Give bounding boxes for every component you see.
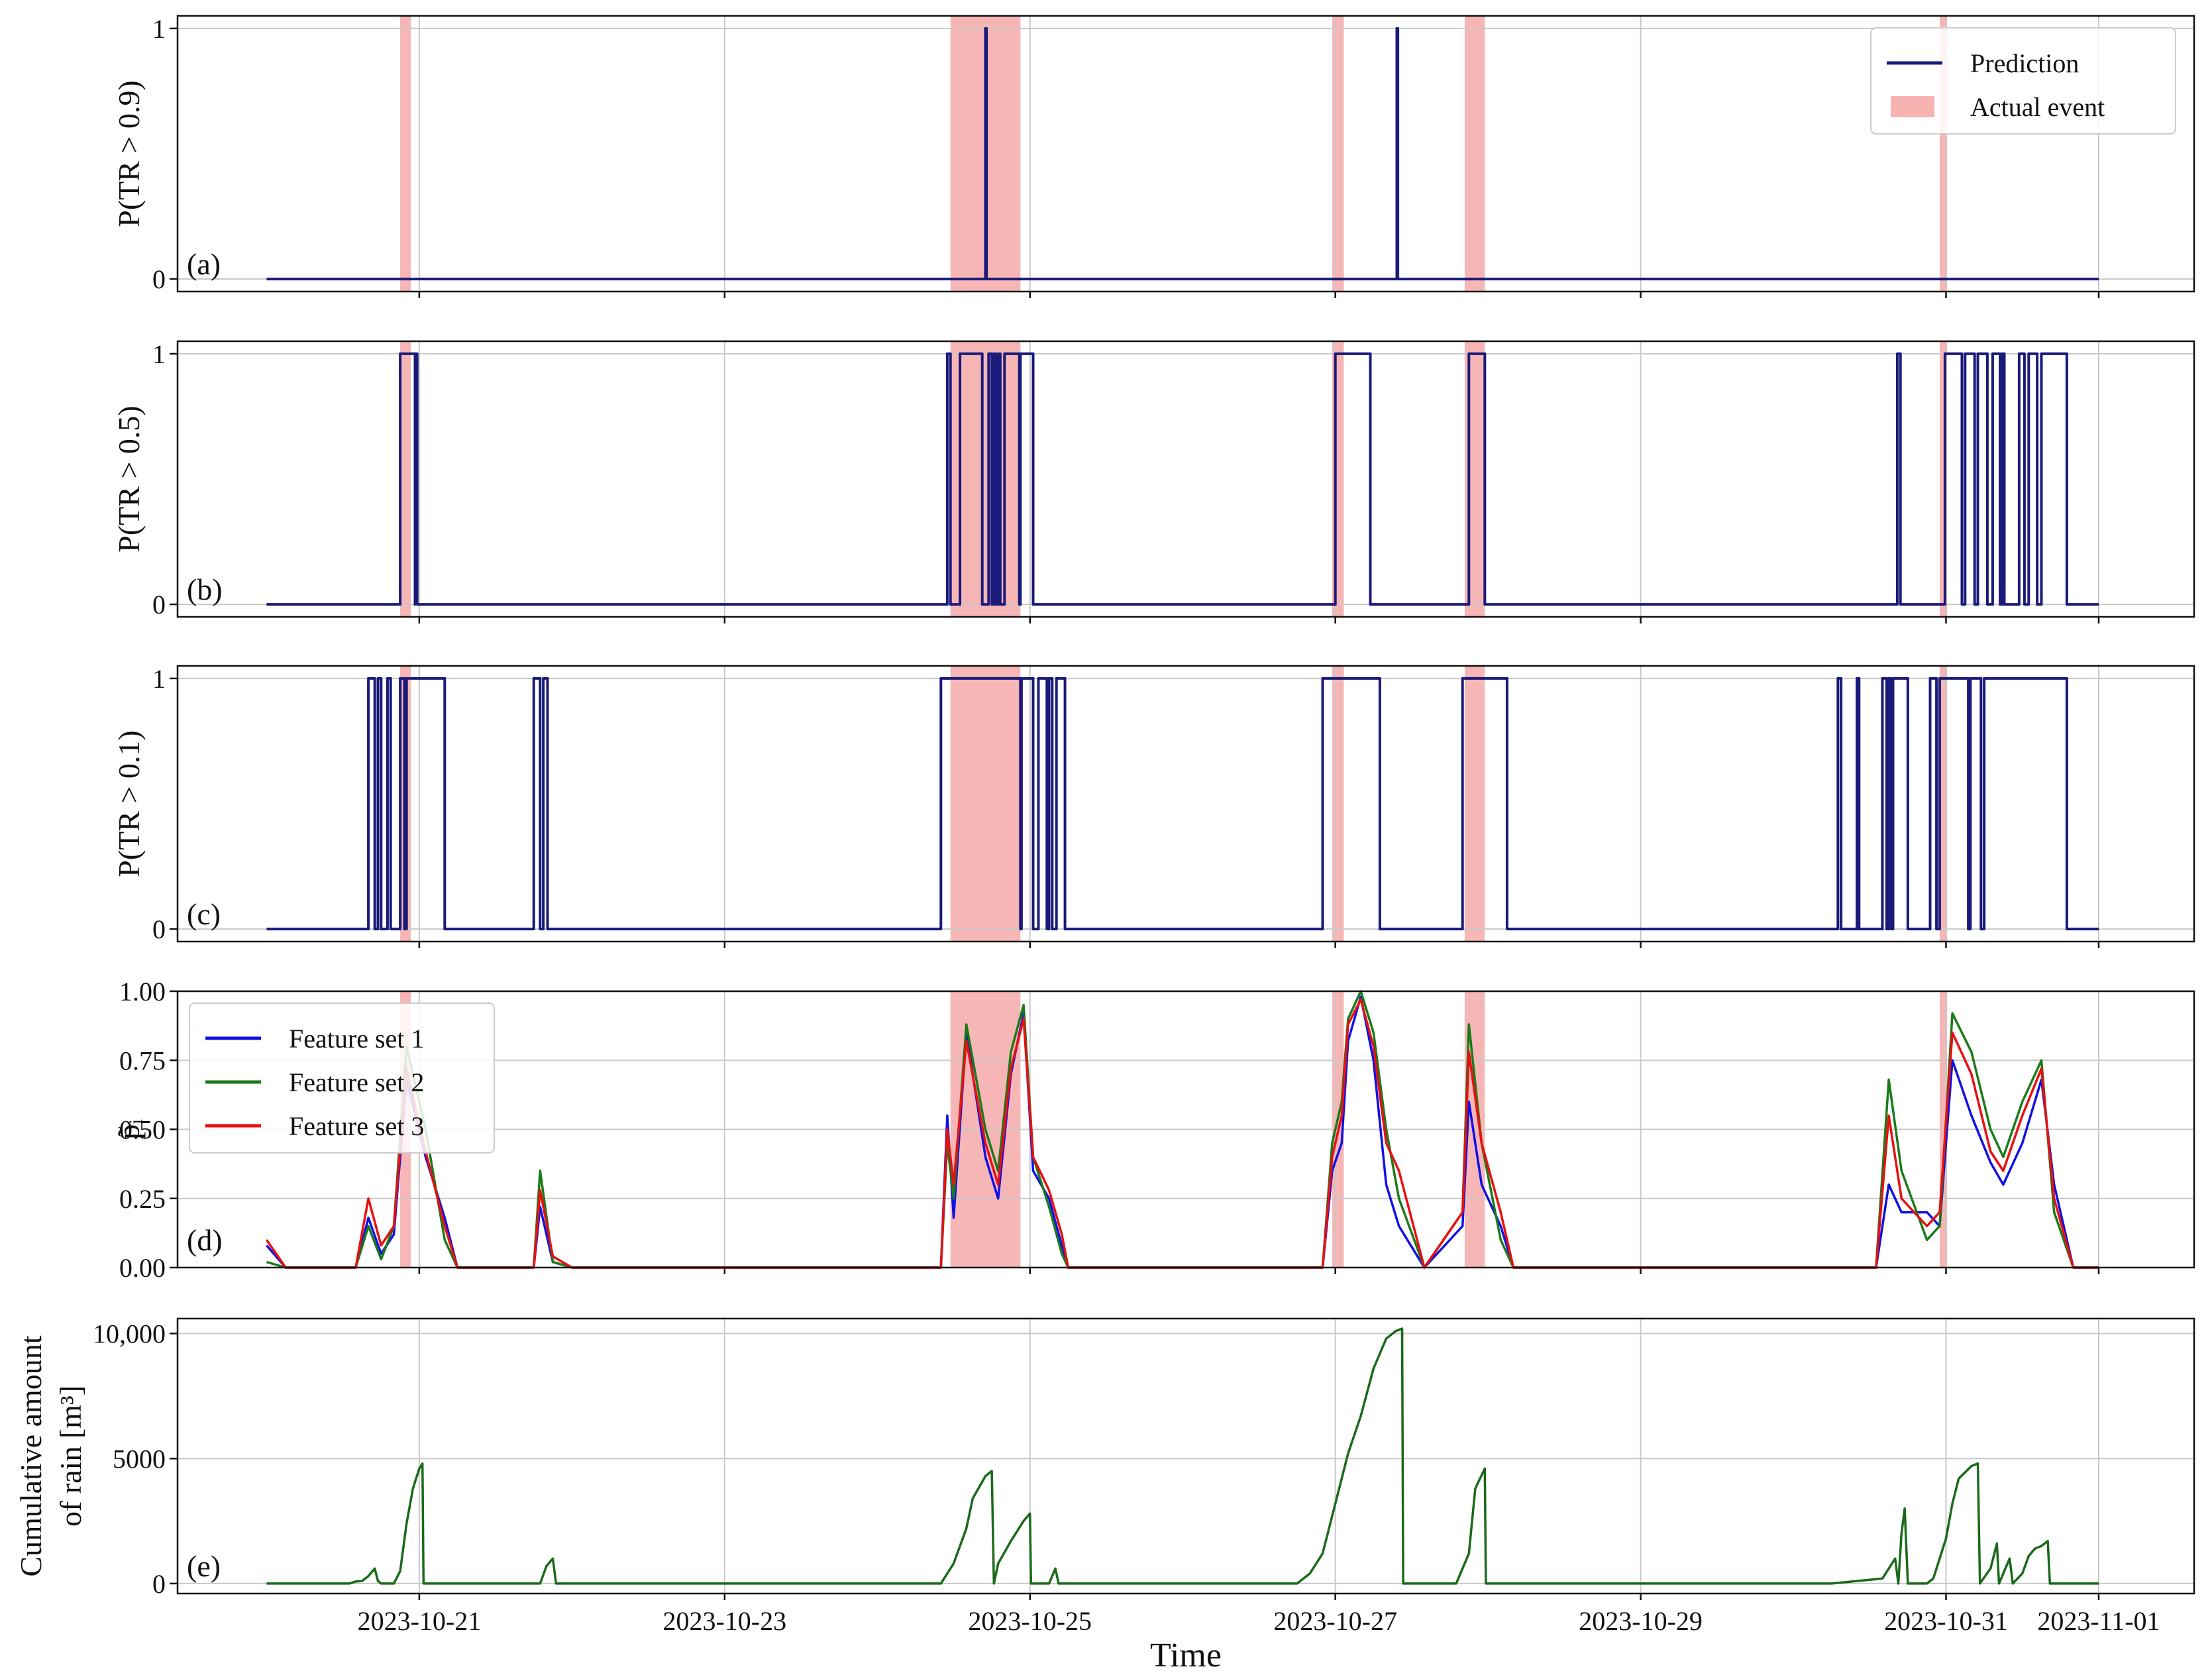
panel-d-ylabel: p̃ᵢ — [112, 1119, 146, 1140]
panel-e-letter: (e) — [187, 1549, 221, 1583]
panel-a-ylabel: P(TR > 0.9) — [112, 80, 146, 227]
panel-a-letter: (a) — [187, 247, 221, 281]
panel-d-series-line-1 — [266, 995, 2099, 1269]
panel-c-event-band — [1939, 666, 1948, 942]
panel-d-ytick-label: 0.75 — [119, 1046, 166, 1075]
panel-c-event-band — [1464, 666, 1485, 942]
panel-b-ylabel: P(TR > 0.5) — [112, 406, 146, 552]
panel-b-series-line-1 — [266, 352, 2099, 606]
panel-c-ytick-label: 1 — [152, 664, 166, 694]
panel-b-event-band — [1939, 341, 1948, 617]
panel-a-event-band — [1939, 16, 1948, 292]
panel-a-event-band — [400, 16, 411, 292]
series-layer — [265, 27, 2099, 1585]
panel-d-legend-label: Feature set 2 — [289, 1067, 424, 1097]
panel-b-letter: (b) — [187, 572, 223, 606]
panel-a-ytick-label: 0 — [152, 264, 166, 294]
panel-e-xtick-label: 2023-10-23 — [662, 1606, 786, 1636]
panel-c-ylabel: P(TR > 0.1) — [112, 730, 146, 877]
event-bands-layer — [400, 16, 1948, 1268]
panel-a-legend-label: Prediction — [1970, 48, 2079, 78]
panel-e-series-line-1 — [266, 1327, 2099, 1585]
panel-b-event-band — [1332, 341, 1344, 617]
panel-d-series-line-3 — [265, 998, 2099, 1269]
panel-b-ytick-label: 1 — [152, 339, 166, 369]
panel-e-ylabel-line-1: Cumulative amount — [14, 1335, 48, 1576]
panel-d-ytick-label: 0.50 — [119, 1115, 166, 1145]
panel-b-event-band — [400, 341, 411, 617]
panel-a-series-line-1 — [266, 27, 2099, 281]
panel-d-legend-label: Feature set 1 — [289, 1024, 424, 1054]
panel-a-legend-box — [1870, 27, 2176, 135]
panel-c-series-line-1 — [266, 677, 2099, 931]
panel-a-frame — [176, 15, 2195, 293]
panel-e-frame — [176, 1317, 2195, 1595]
panel-d-legend-label: Feature set 3 — [289, 1111, 424, 1141]
panel-a-ytick-label: 1 — [152, 14, 166, 44]
panel-a-legend-swatch — [1891, 96, 1934, 117]
panel-e-ytick-label: 10,000 — [93, 1319, 166, 1349]
legend-layer: Prediction Actual event Feature set 1 Featu… — [189, 27, 2176, 1154]
panel-e-ytick-label: 0 — [152, 1569, 166, 1599]
panel-b-frame — [176, 340, 2195, 618]
panel-c-letter: (c) — [187, 897, 221, 931]
panel-d-letter: (d) — [187, 1223, 223, 1257]
panel-c-event-band — [1332, 666, 1344, 942]
panel-e-ylabel-line-2: of rain [m³] — [54, 1385, 87, 1527]
panel-e-xtick-label: 2023-11-01 — [2037, 1606, 2160, 1636]
panel-d-legend-box — [189, 1002, 495, 1154]
panel-e-xtick-label: 2023-10-25 — [968, 1606, 1092, 1636]
x-axis-label: Time — [1150, 1637, 1222, 1674]
panel-e-xtick-label: 2023-10-21 — [358, 1606, 482, 1636]
panel-b-event-band — [950, 341, 1021, 617]
panel-d-ytick-label: 0.25 — [119, 1184, 166, 1214]
panel-c-event-band — [950, 666, 1021, 942]
panel-a-legend-label: Actual event — [1970, 92, 2105, 122]
panel-a-event-band — [1332, 16, 1344, 292]
panel-d-ytick-label: 1.00 — [119, 977, 166, 1006]
panel-b-ytick-label: 0 — [152, 590, 166, 620]
panel-c-ytick-label: 0 — [152, 914, 166, 944]
panel-e-xtick-label: 2023-10-31 — [1884, 1606, 2008, 1636]
panel-e-xtick-label: 2023-10-29 — [1579, 1606, 1703, 1636]
panel-e-xtick-label: 2023-10-27 — [1273, 1606, 1397, 1636]
panel-d-ytick-label: 0.00 — [119, 1253, 166, 1283]
panel-c-frame — [176, 665, 2195, 943]
panel-e-ytick-label: 5000 — [113, 1444, 166, 1474]
axes-layer — [170, 15, 2195, 1600]
labels-layer: 0 1 (a) P(TR > 0.9) 0 1 (b) P(TR > 0.5) 0 1 (c) P(T… — [14, 14, 2160, 1674]
panel-a-event-band — [1464, 16, 1485, 292]
